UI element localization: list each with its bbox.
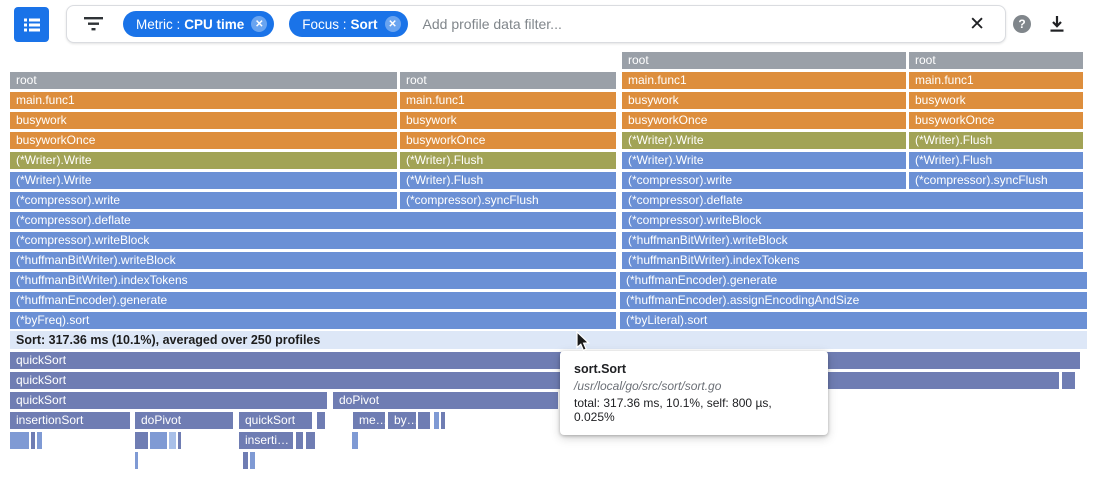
clear-filters-button[interactable]: ✕ bbox=[969, 13, 985, 35]
flame-bar[interactable]: (*Writer).Flush bbox=[400, 152, 616, 169]
chip-value: CPU time bbox=[184, 16, 245, 32]
flame-bar[interactable]: by… bbox=[388, 412, 416, 429]
flame-bar[interactable]: (*huffmanEncoder).generate bbox=[620, 272, 1087, 289]
flame-bar[interactable] bbox=[306, 432, 315, 449]
flame-bar[interactable]: quickSort bbox=[10, 372, 1059, 389]
flame-bar[interactable] bbox=[418, 412, 430, 429]
view-list-icon bbox=[23, 18, 40, 31]
flame-bar[interactable]: root bbox=[909, 52, 1083, 69]
flame-bar[interactable]: (*huffmanBitWriter).writeBlock bbox=[10, 252, 616, 269]
flame-bar[interactable]: quickSort bbox=[10, 352, 1080, 369]
flame-bar[interactable]: (*huffmanBitWriter).indexTokens bbox=[622, 252, 1083, 269]
flame-bar[interactable]: busyworkOnce bbox=[400, 132, 616, 149]
flame-bar[interactable]: (*compressor).deflate bbox=[10, 212, 616, 229]
flame-bar[interactable] bbox=[150, 432, 167, 449]
flame-bar[interactable]: (*huffmanEncoder).assignEncodingAndSize bbox=[620, 292, 1087, 309]
flame-bar[interactable]: quickSort bbox=[239, 412, 312, 429]
flame-bar[interactable]: main.func1 bbox=[909, 72, 1083, 89]
flame-bar[interactable]: busywork bbox=[909, 92, 1083, 109]
flame-bar[interactable]: busywork bbox=[400, 112, 616, 129]
profile-list-button[interactable] bbox=[14, 7, 49, 42]
flame-bar[interactable]: root bbox=[622, 52, 906, 69]
chip-close-icon[interactable]: ✕ bbox=[384, 16, 401, 32]
flame-bar[interactable]: (*huffmanEncoder).generate bbox=[10, 292, 616, 309]
flame-bar[interactable]: inserti… bbox=[239, 432, 293, 449]
filter-list-icon bbox=[84, 17, 103, 31]
help-button[interactable]: ? bbox=[1013, 15, 1031, 33]
mouse-cursor bbox=[576, 331, 591, 352]
flame-bar[interactable]: me… bbox=[353, 412, 385, 429]
flame-bar[interactable]: (*Writer).Flush bbox=[909, 132, 1083, 149]
flame-bar[interactable] bbox=[352, 432, 358, 449]
flame-bar[interactable]: (*compressor).writeBlock bbox=[10, 232, 616, 249]
flame-bar[interactable]: quickSort bbox=[10, 392, 327, 409]
flame-bar[interactable]: busywork bbox=[622, 92, 906, 109]
flame-bar[interactable]: busyworkOnce bbox=[909, 112, 1083, 129]
flame-bar[interactable]: doPivot bbox=[135, 412, 233, 429]
flame-bar[interactable] bbox=[441, 412, 445, 429]
flame-bar[interactable]: root bbox=[400, 72, 616, 89]
tooltip-source-path: /usr/local/go/src/sort/sort.go bbox=[574, 379, 722, 393]
flame-bar[interactable]: main.func1 bbox=[400, 92, 616, 109]
flame-bar[interactable]: (*byFreq).sort bbox=[10, 312, 616, 329]
filter-placeholder: Add profile data filter... bbox=[422, 16, 562, 32]
flame-bar[interactable]: (*compressor).syncFlush bbox=[400, 192, 616, 209]
flame-bar[interactable] bbox=[31, 432, 35, 449]
flame-bar[interactable]: (*Writer).Flush bbox=[400, 172, 616, 189]
frame-tooltip: sort.Sort /usr/local/go/src/sort/sort.go… bbox=[560, 351, 828, 435]
chip-close-icon[interactable]: ✕ bbox=[251, 16, 268, 32]
selected-frame-summary[interactable]: Sort: 317.36 ms (10.1%), averaged over 2… bbox=[10, 331, 1087, 349]
flame-bar[interactable]: busyworkOnce bbox=[622, 112, 906, 129]
flame-bar[interactable]: (*compressor).writeBlock bbox=[622, 212, 1083, 229]
download-icon bbox=[1050, 16, 1064, 32]
chip-prefix: Metric : bbox=[136, 16, 181, 32]
flame-bar[interactable]: insertionSort bbox=[10, 412, 130, 429]
flame-bar[interactable] bbox=[1062, 372, 1075, 389]
flame-bar[interactable] bbox=[37, 432, 42, 449]
flame-bar[interactable]: doPivot bbox=[333, 392, 558, 409]
tooltip-stats: total: 317.36 ms, 10.1%, self: 800 µs, 0… bbox=[574, 396, 772, 424]
flame-bar[interactable] bbox=[250, 452, 255, 469]
flame-bar[interactable] bbox=[243, 452, 248, 469]
flame-bar[interactable]: (*Writer).Write bbox=[10, 172, 397, 189]
flame-bar[interactable] bbox=[10, 432, 29, 449]
flame-bar[interactable]: (*byLiteral).sort bbox=[620, 312, 1087, 329]
search-input[interactable]: Metric : CPU time ✕ Focus : Sort ✕ Add p… bbox=[66, 5, 1006, 43]
flame-bar[interactable] bbox=[135, 432, 148, 449]
tooltip-function-name: sort.Sort bbox=[574, 362, 627, 376]
download-button[interactable] bbox=[1046, 13, 1068, 40]
flame-bar[interactable] bbox=[178, 432, 181, 449]
filter-chip-focus[interactable]: Focus : Sort ✕ bbox=[289, 11, 408, 37]
flame-bar[interactable]: (*Writer).Write bbox=[622, 132, 906, 149]
flame-bar[interactable] bbox=[169, 432, 176, 449]
flame-bar[interactable]: main.func1 bbox=[10, 92, 397, 109]
flame-bar[interactable] bbox=[317, 412, 325, 429]
flame-bar[interactable]: (*huffmanBitWriter).indexTokens bbox=[10, 272, 616, 289]
chip-value: Sort bbox=[350, 16, 378, 32]
flame-bar[interactable]: (*Writer).Flush bbox=[909, 152, 1083, 169]
flame-bar[interactable]: (*Writer).Write bbox=[10, 152, 397, 169]
flame-bar[interactable]: (*compressor).deflate bbox=[622, 192, 1083, 209]
chip-prefix: Focus : bbox=[302, 16, 347, 32]
flame-bar[interactable] bbox=[296, 432, 303, 449]
flame-bar[interactable]: busyworkOnce bbox=[10, 132, 397, 149]
flame-bar[interactable]: (*compressor).write bbox=[10, 192, 397, 209]
flame-bar[interactable]: (*Writer).Write bbox=[622, 152, 906, 169]
filter-chip-metric[interactable]: Metric : CPU time ✕ bbox=[123, 11, 275, 37]
flame-bar[interactable]: (*huffmanBitWriter).writeBlock bbox=[622, 232, 1083, 249]
flame-bar[interactable]: (*compressor).write bbox=[622, 172, 906, 189]
flame-bar[interactable]: (*compressor).syncFlush bbox=[909, 172, 1083, 189]
flame-bar[interactable] bbox=[135, 452, 138, 469]
flame-bar[interactable]: busywork bbox=[10, 112, 397, 129]
flame-bar[interactable] bbox=[434, 412, 439, 429]
flame-bar[interactable]: root bbox=[10, 72, 397, 89]
flame-bar[interactable]: main.func1 bbox=[622, 72, 906, 89]
